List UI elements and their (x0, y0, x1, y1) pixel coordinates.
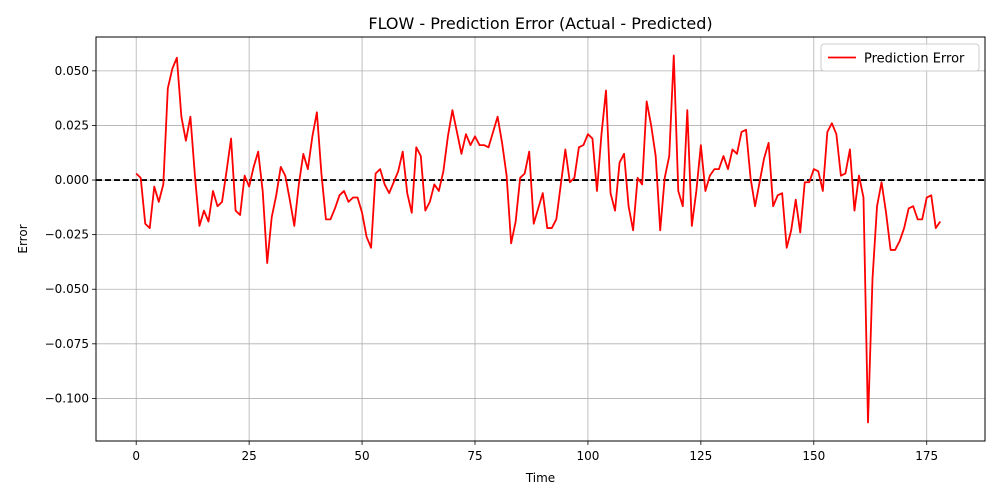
chart-title: FLOW - Prediction Error (Actual - Predic… (368, 14, 712, 33)
y-tick-label: −0.050 (45, 282, 89, 296)
y-axis-title: Error (16, 224, 30, 253)
y-tick-label: −0.025 (45, 228, 89, 242)
tick-layer: 0 25 50 75 100 125 150 175 −0.100 −0.075 −0.050 −0.… (45, 64, 939, 463)
series-line-prediction-error (135, 54, 942, 424)
y-tick-label: −0.100 (45, 391, 89, 405)
x-tick-label: 100 (576, 449, 599, 463)
series-layer (135, 54, 942, 424)
x-tick-label: 25 (241, 449, 256, 463)
plot-frame (95, 36, 986, 442)
y-tick-label: 0.050 (55, 64, 89, 78)
legend-box (820, 43, 980, 72)
y-tick-label: −0.075 (45, 337, 89, 351)
x-axis-title: Time (525, 471, 555, 485)
x-tick-label: 150 (802, 449, 825, 463)
x-tick-label: 175 (915, 449, 938, 463)
x-tick-label: 125 (689, 449, 712, 463)
legend: Prediction Error (820, 43, 980, 72)
legend-label-prediction-error: Prediction Error (864, 52, 965, 67)
y-tick-label: 0.000 (55, 173, 89, 187)
y-tick-label: 0.025 (55, 118, 89, 132)
x-tick-label: 75 (467, 449, 482, 463)
x-tick-label: 50 (354, 449, 369, 463)
x-tick-label: 0 (132, 449, 140, 463)
